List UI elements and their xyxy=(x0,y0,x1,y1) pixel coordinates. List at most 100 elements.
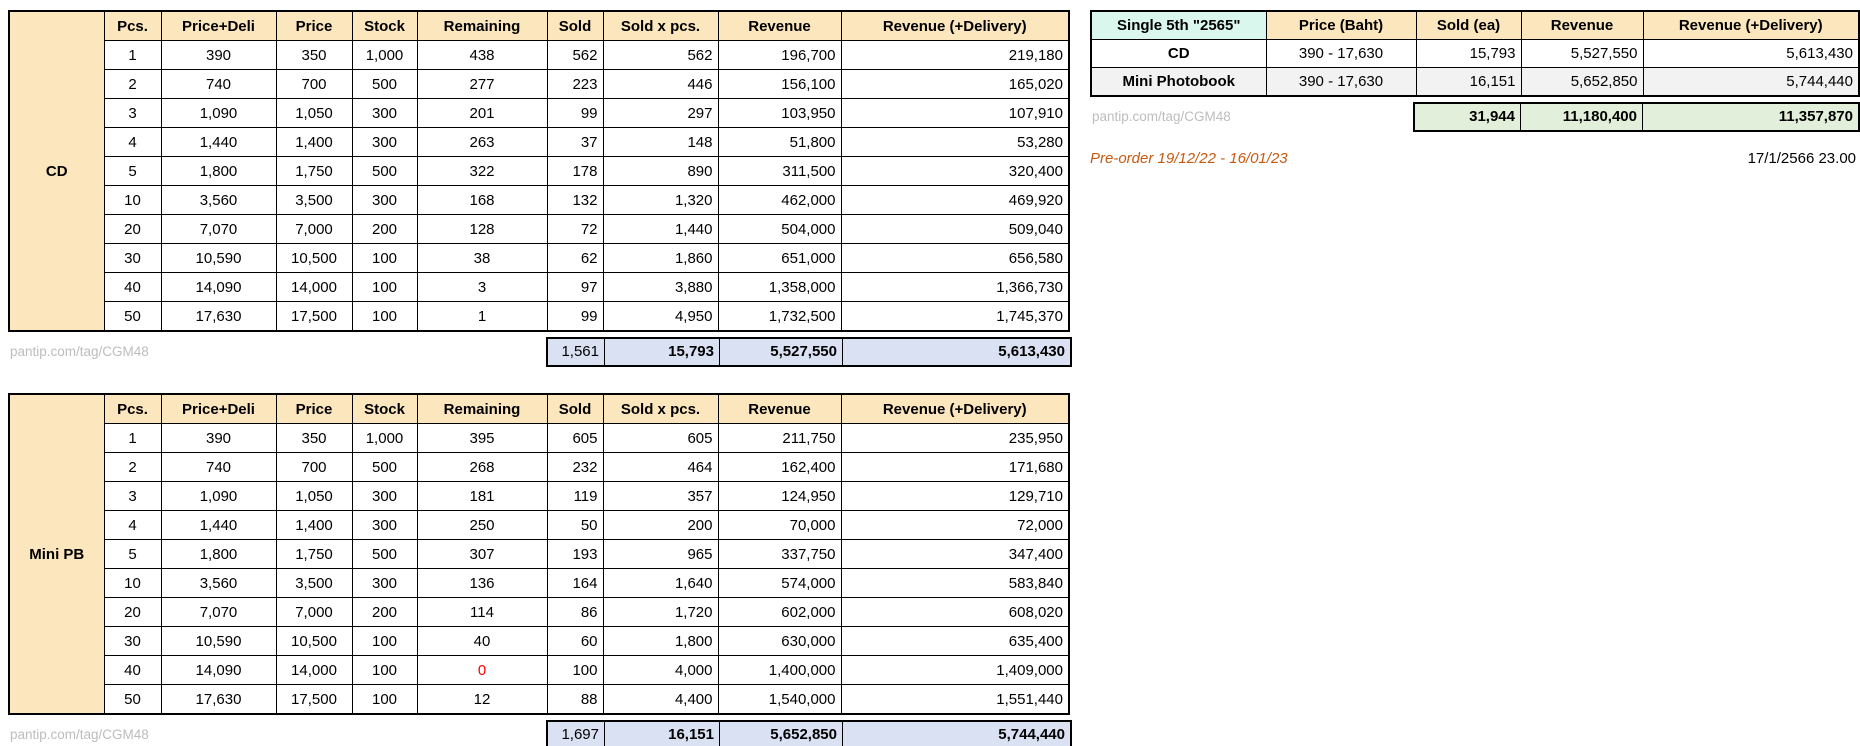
cell: 62 xyxy=(546,243,604,273)
cell: 965 xyxy=(602,539,719,569)
column-header: Sold xyxy=(546,393,604,424)
summary-totals-box: 31,944 11,180,400 11,357,870 xyxy=(1413,102,1860,132)
cell: 1,800 xyxy=(160,156,277,186)
cell: 390 - 17,630 xyxy=(1265,67,1417,97)
table-row: 20 7,070 7,000 200 128 72 1,440 504,000 509,040 xyxy=(9,214,1070,244)
cell: 651,000 xyxy=(717,243,842,273)
column-header: Revenue (+Delivery) xyxy=(1642,10,1860,40)
column-header: Remaining xyxy=(416,393,548,424)
cell: 162,400 xyxy=(717,452,842,482)
cell: 99 xyxy=(546,301,604,332)
totals-box: 1,697 16,151 5,652,850 5,744,440 xyxy=(546,720,1072,746)
cell: 7,070 xyxy=(160,597,277,627)
cell: 114 xyxy=(416,597,548,627)
cell: 311,500 xyxy=(717,156,842,186)
cell: 3,560 xyxy=(160,185,277,215)
cell: 740 xyxy=(160,452,277,482)
cell: 700 xyxy=(275,69,353,99)
total-cell: 11,357,870 xyxy=(1642,104,1858,130)
watermark: pantip.com/tag/CGM48 xyxy=(10,344,149,359)
cell: 574,000 xyxy=(717,568,842,598)
table-row: 40 14,090 14,000 100 0 100 4,000 1,400,000 1,409… xyxy=(9,655,1070,685)
cell: 148 xyxy=(602,127,719,157)
cell: 635,400 xyxy=(840,626,1070,656)
cell: 250 xyxy=(416,510,548,540)
column-header: Stock xyxy=(351,10,418,41)
cell: 1,050 xyxy=(275,98,353,128)
table-row: 2 740 700 500 268 232 464 162,400 171,680 xyxy=(9,452,1070,482)
cell: 464 xyxy=(602,452,719,482)
cell: 37 xyxy=(546,127,604,157)
cell: 223 xyxy=(546,69,604,99)
cell: 300 xyxy=(351,481,418,511)
cell: 300 xyxy=(351,98,418,128)
column-header: Revenue xyxy=(717,393,842,424)
total-cell: 1,697 xyxy=(561,726,599,743)
total-cell: 16,151 xyxy=(604,722,719,746)
product-label: Mini PB xyxy=(8,393,105,715)
cell: 583,840 xyxy=(840,568,1070,598)
column-header: Sold x pcs. xyxy=(602,393,719,424)
cell: 7,070 xyxy=(160,214,277,244)
cell: 128 xyxy=(416,214,548,244)
cell: 602,000 xyxy=(717,597,842,627)
cell: 103,950 xyxy=(717,98,842,128)
cell: 196,700 xyxy=(717,40,842,70)
table-row: 3 1,090 1,050 300 181 119 357 124,950 129,710 xyxy=(9,481,1070,511)
cell: 1,720 xyxy=(602,597,719,627)
cell: 165,020 xyxy=(840,69,1070,99)
cell: 100 xyxy=(351,272,418,302)
cell: 211,750 xyxy=(717,423,842,453)
total-cell: 11,180,400 xyxy=(1520,104,1642,130)
cell: 200 xyxy=(602,510,719,540)
cell: 164 xyxy=(546,568,604,598)
table-row: 30 10,590 10,500 100 40 60 1,800 630,000 635,400 xyxy=(9,626,1070,656)
cell: 14,000 xyxy=(275,655,353,685)
column-header: Sold xyxy=(546,10,604,41)
totals-row: pantip.com/tag/CGM48 1,697 16,151 5,652,850… xyxy=(8,720,1072,746)
cell: 3 xyxy=(416,272,548,302)
cell: 3 xyxy=(103,98,162,128)
cell: 40 xyxy=(103,272,162,302)
pricing-table: CD Pcs. Price+Deli Price Stock Remaining Sold S… xyxy=(8,10,1070,332)
summary-title-cell: Single 5th "2565" xyxy=(1090,10,1267,40)
cell: 1,409,000 xyxy=(840,655,1070,685)
cell: 320,400 xyxy=(840,156,1070,186)
cell: 40 xyxy=(103,655,162,685)
cell: 337,750 xyxy=(717,539,842,569)
cell: 201 xyxy=(416,98,548,128)
cell: 268 xyxy=(416,452,548,482)
summary-row-mini-photobook: Mini Photobook 390 - 17,630 16,151 5,652… xyxy=(1090,67,1860,97)
cell: 97 xyxy=(546,272,604,302)
cell: 1,400 xyxy=(275,510,353,540)
column-header: Price xyxy=(275,393,353,424)
column-header: Pcs. xyxy=(103,393,162,424)
cell: 4 xyxy=(103,510,162,540)
cell: 100 xyxy=(351,243,418,273)
column-header: Revenue xyxy=(1520,10,1644,40)
cell: 3,500 xyxy=(275,185,353,215)
cell: 178 xyxy=(546,156,604,186)
cell: 14,090 xyxy=(160,655,277,685)
cell: 10,500 xyxy=(275,243,353,273)
cell: 500 xyxy=(351,156,418,186)
cell: 1,000 xyxy=(351,423,418,453)
cell: 1,440 xyxy=(602,214,719,244)
cell: 38 xyxy=(416,243,548,273)
table-row: 5 1,800 1,750 500 307 193 965 337,750 347,400 xyxy=(9,539,1070,569)
cell: 10,590 xyxy=(160,243,277,273)
cell: 100 xyxy=(351,626,418,656)
cell: 1,400,000 xyxy=(717,655,842,685)
cell: 51,800 xyxy=(717,127,842,157)
table-row: 5 1,800 1,750 500 322 178 890 311,500 320,400 xyxy=(9,156,1070,186)
cell: 1,551,440 xyxy=(840,684,1070,715)
cell: 504,000 xyxy=(717,214,842,244)
table-row: 30 10,590 10,500 100 38 62 1,860 651,000 656,580 xyxy=(9,243,1070,273)
cell: 168 xyxy=(416,185,548,215)
cell: 890 xyxy=(602,156,719,186)
cell: 390 xyxy=(160,423,277,453)
cell: 500 xyxy=(351,69,418,99)
total-cell: 15,793 xyxy=(604,339,719,365)
cell: 171,680 xyxy=(840,452,1070,482)
